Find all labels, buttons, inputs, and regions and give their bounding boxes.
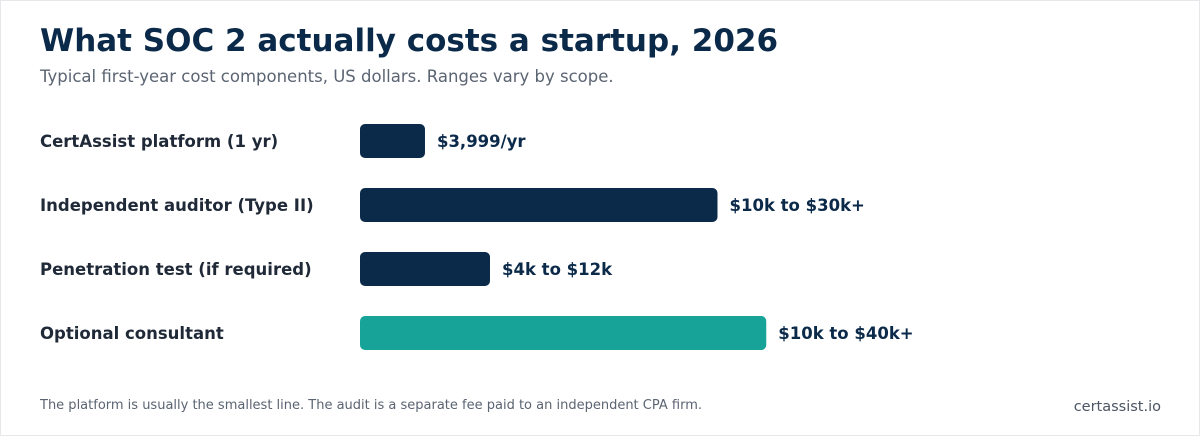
bar [360, 124, 425, 158]
category-label: Independent auditor (Type II) [40, 196, 314, 215]
value-label: $10k to $40k+ [778, 324, 913, 343]
footnote: The platform is usually the smallest lin… [40, 398, 702, 413]
bar [360, 252, 490, 286]
category-label: Optional consultant [40, 324, 224, 343]
value-label: $10k to $30k+ [730, 196, 865, 215]
chart-subtitle: Typical first-year cost components, US d… [40, 67, 614, 86]
value-label: $3,999/yr [437, 132, 526, 151]
bar [360, 316, 767, 350]
bar [360, 188, 718, 222]
value-label: $4k to $12k [502, 260, 613, 279]
brand-link[interactable]: certassist.io [1073, 399, 1161, 415]
category-label: CertAssist platform (1 yr) [40, 132, 278, 151]
category-label: Penetration test (if required) [40, 260, 312, 279]
chart-title: What SOC 2 actually costs a startup, 202… [40, 23, 779, 59]
